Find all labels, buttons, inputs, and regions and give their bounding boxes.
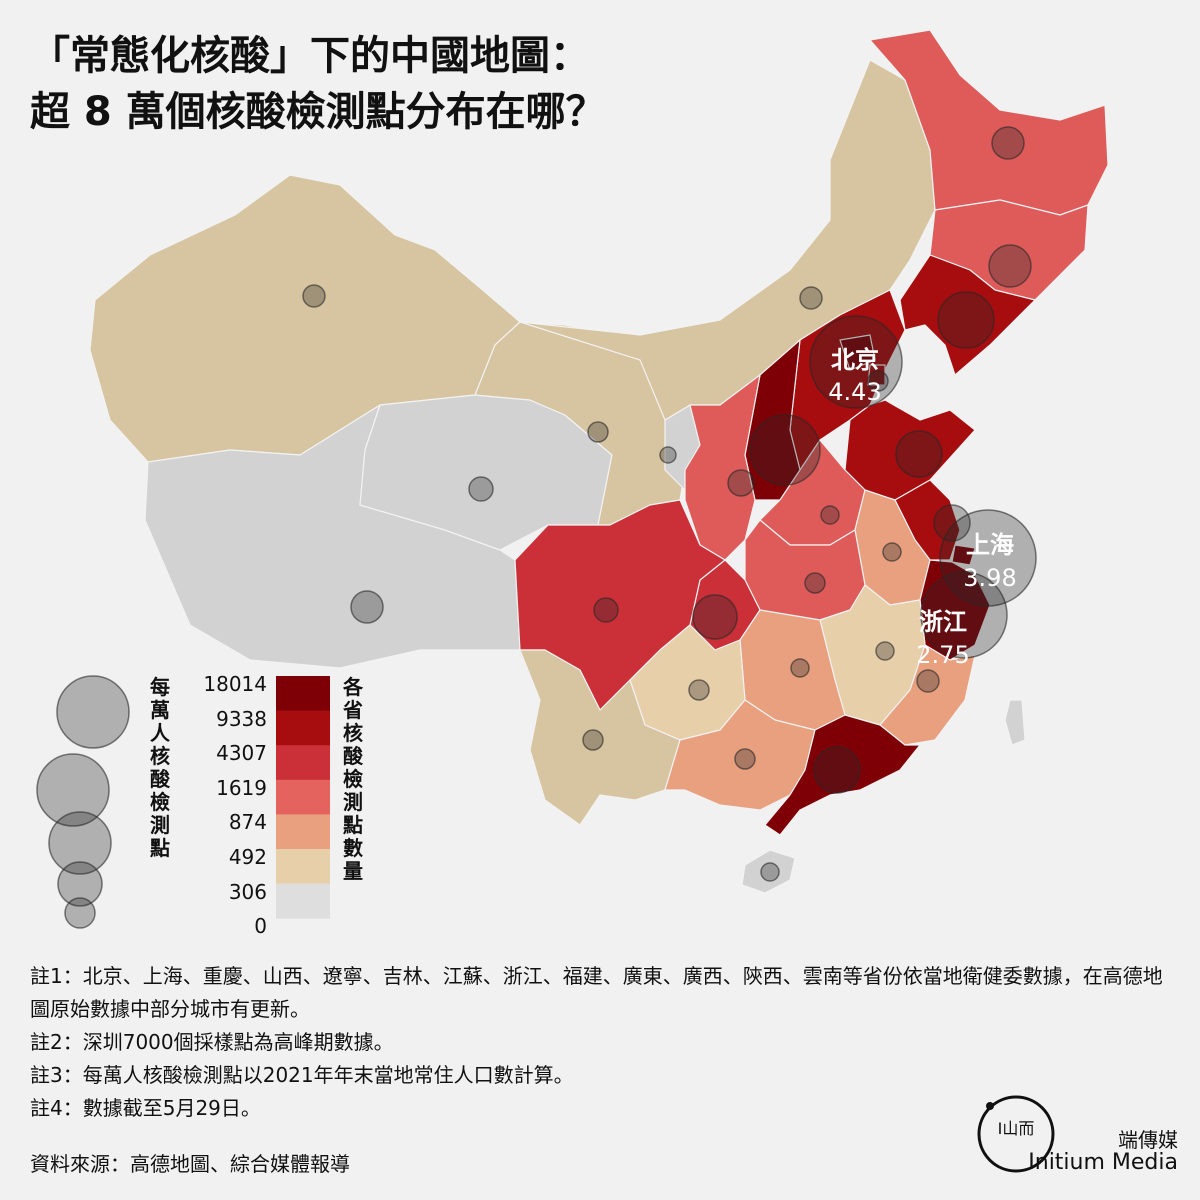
bubble-hainan <box>760 862 780 882</box>
bubble-guizhou <box>688 679 710 701</box>
bubble-liaoning <box>937 291 995 349</box>
color-scale-swatch-2 <box>276 710 330 746</box>
initium-logo-icon: Ⅰ山而 <box>977 1095 1055 1173</box>
bubble-jiangsu <box>933 504 971 542</box>
bubble-inner-mongolia <box>799 286 823 310</box>
size-legend-circle-2 <box>36 753 110 827</box>
province-shanghai <box>951 544 976 566</box>
size-legend-circle-1 <box>56 675 130 749</box>
bubble-fujian <box>916 669 940 693</box>
color-scale-label-2: 9338 <box>216 706 267 731</box>
bubble-jiangxi <box>875 641 895 661</box>
bubble-shanghai <box>939 509 1037 607</box>
bubble-henan <box>820 505 840 525</box>
province-heilongjiang <box>869 29 1109 216</box>
china-map: 北京 4.43 上海 3.98 浙江 2.75 <box>36 29 1109 929</box>
label-beijing-value: 4.43 <box>828 378 881 406</box>
size-legend-circle-4 <box>57 861 103 907</box>
color-scale-label-6: 492 <box>228 845 267 869</box>
size-legend-circle-3 <box>48 811 112 875</box>
color-scale-label-7: 306 <box>228 879 267 904</box>
label-zhejiang-value: 2.75 <box>916 641 969 669</box>
province-guangdong <box>764 714 921 836</box>
bubble-beijing <box>809 315 903 409</box>
bubble-hunan <box>790 658 810 678</box>
color-legend-title: 各省核酸檢測點數量 <box>343 675 363 883</box>
bubble-sichuan <box>593 597 619 623</box>
source-text: 資料來源：高德地圖、綜合媒體報導 <box>30 1152 350 1176</box>
bubble-guangxi <box>734 748 756 770</box>
province-hainan <box>741 849 796 894</box>
color-scale-swatch-1 <box>276 676 330 712</box>
bubble-ningxia <box>659 446 677 464</box>
note-3: 註3：每萬人核酸檢測點以2021年年末當地常住人口數計算。 <box>30 1063 574 1087</box>
bubble-shaanxi <box>727 469 755 497</box>
bubble-yunnan <box>582 729 604 751</box>
note-4: 註4：數據截至5月29日。 <box>30 1096 261 1120</box>
color-scale-label-5: 874 <box>228 810 267 835</box>
color-scale-swatch-5 <box>276 814 330 850</box>
color-scale-label-1: 18014 <box>203 672 267 696</box>
bubble-tibet <box>350 590 384 624</box>
color-scale-swatch-4 <box>276 779 330 815</box>
province-taiwan <box>1004 699 1026 746</box>
brand-chinese-name: 端傳媒 <box>1118 1128 1178 1152</box>
title-line-1: 「常態化核酸」下的中國地圖： <box>30 33 590 79</box>
bubble-tianjin <box>867 370 889 392</box>
bubble-shanxi <box>749 414 821 486</box>
label-zhejiang-name: 浙江 <box>919 608 967 636</box>
color-scale-swatch-3 <box>276 745 330 781</box>
size-legend-circle-5 <box>64 897 96 929</box>
title-line-2: 超 8 萬個核酸檢測點分布在哪？ <box>30 89 606 135</box>
bubble-qinghai <box>468 476 494 502</box>
page-title: 「常態化核酸」下的中國地圖： 超 8 萬個核酸檢測點分布在哪？ <box>30 28 606 140</box>
bubble-guangdong <box>813 746 861 794</box>
bubble-gansu <box>587 421 609 443</box>
brand-english-name: Initium Media <box>1028 1150 1178 1175</box>
bubble-chongqing <box>692 594 738 640</box>
bubble-shandong <box>895 430 943 478</box>
bubble-anhui <box>882 542 902 562</box>
bubble-legend-title: 每萬人核酸檢測點 <box>150 675 170 860</box>
label-beijing-name: 北京 <box>831 346 879 374</box>
color-scale-label-3: 4307 <box>216 741 267 766</box>
bubble-hubei <box>804 572 826 594</box>
color-scale-label-8: 0 <box>254 914 267 939</box>
notes: 註1：北京、上海、重慶、山西、遼寧、吉林、江蘇、浙江、福建、廣東、廣西、陝西、雲… <box>30 960 1180 1125</box>
color-scale-swatch-7 <box>276 883 330 919</box>
bubble-heilongjiang <box>991 126 1025 160</box>
label-shanghai-name: 上海 <box>966 531 1014 559</box>
color-scale-swatch-6 <box>276 849 330 885</box>
note-1: 註1：北京、上海、重慶、山西、遼寧、吉林、江蘇、浙江、福建、廣東、廣西、陝西、雲… <box>30 964 1163 1021</box>
bubble-xinjiang <box>302 284 326 308</box>
province-beijing <box>839 334 876 371</box>
province-tibet <box>144 404 521 669</box>
bubble-jilin <box>988 244 1032 288</box>
note-2: 註2：深圳7000個採樣點為高峰期數據。 <box>30 1030 394 1054</box>
color-scale <box>276 676 330 919</box>
svg-text:Ⅰ山而: Ⅰ山而 <box>998 1119 1035 1138</box>
bubble-zhejiang <box>920 571 1008 659</box>
label-shanghai-value: 3.98 <box>963 564 1016 592</box>
province-liaoning <box>899 254 1036 376</box>
color-scale-label-4: 1619 <box>216 775 267 800</box>
